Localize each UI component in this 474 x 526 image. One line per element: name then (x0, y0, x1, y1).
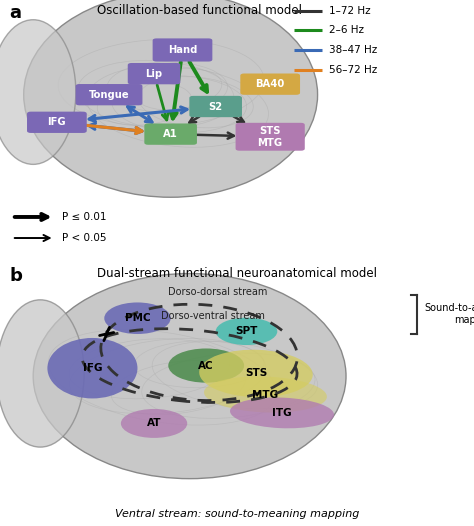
Text: Hand: Hand (168, 45, 197, 55)
Text: BA40: BA40 (255, 79, 285, 89)
FancyBboxPatch shape (236, 123, 305, 150)
FancyBboxPatch shape (128, 63, 180, 84)
Text: Dorso-ventral stream: Dorso-ventral stream (161, 311, 265, 321)
Ellipse shape (204, 377, 327, 412)
Text: IFG: IFG (82, 363, 102, 373)
Text: ITG: ITG (272, 408, 292, 418)
Ellipse shape (47, 338, 137, 399)
Text: Dual-stream functional neuroanatomical model: Dual-stream functional neuroanatomical m… (97, 267, 377, 280)
Ellipse shape (24, 0, 318, 197)
Text: 56–72 Hz: 56–72 Hz (329, 65, 378, 75)
FancyBboxPatch shape (144, 124, 197, 145)
Text: Ventral stream: sound-to-meaning mapping: Ventral stream: sound-to-meaning mapping (115, 509, 359, 520)
Ellipse shape (104, 302, 171, 334)
FancyBboxPatch shape (75, 84, 142, 105)
FancyBboxPatch shape (27, 112, 87, 133)
Text: MTG: MTG (252, 389, 279, 400)
Text: AC: AC (199, 360, 214, 371)
Ellipse shape (168, 348, 244, 383)
Text: a: a (9, 4, 21, 22)
Text: P ≤ 0.01: P ≤ 0.01 (62, 212, 106, 222)
Text: P < 0.05: P < 0.05 (62, 233, 106, 243)
Ellipse shape (0, 19, 76, 164)
Ellipse shape (230, 398, 334, 428)
Text: PMC: PMC (125, 313, 150, 323)
Text: S2: S2 (209, 102, 223, 112)
Text: 38–47 Hz: 38–47 Hz (329, 45, 378, 55)
Text: Dorso-dorsal stream: Dorso-dorsal stream (168, 287, 268, 297)
Text: IFG: IFG (47, 117, 66, 127)
Ellipse shape (121, 409, 187, 438)
Text: STS
MTG: STS MTG (257, 126, 283, 148)
FancyBboxPatch shape (153, 38, 212, 62)
Text: Lip: Lip (146, 68, 163, 79)
Text: b: b (9, 267, 22, 285)
Ellipse shape (199, 350, 313, 397)
Text: 1–72 Hz: 1–72 Hz (329, 5, 371, 16)
Text: STS: STS (245, 368, 267, 379)
Text: Tongue: Tongue (89, 89, 129, 100)
FancyBboxPatch shape (189, 96, 242, 117)
Text: 2–6 Hz: 2–6 Hz (329, 25, 365, 35)
FancyBboxPatch shape (240, 74, 300, 95)
Text: AT: AT (147, 418, 161, 429)
Text: A1: A1 (163, 129, 178, 139)
Ellipse shape (0, 300, 84, 447)
Text: Sound-to-articulation
mapping: Sound-to-articulation mapping (424, 304, 474, 325)
Text: SPT: SPT (235, 326, 258, 337)
Ellipse shape (33, 274, 346, 479)
Text: Oscillation-based functional model: Oscillation-based functional model (97, 4, 301, 17)
Ellipse shape (216, 318, 277, 345)
